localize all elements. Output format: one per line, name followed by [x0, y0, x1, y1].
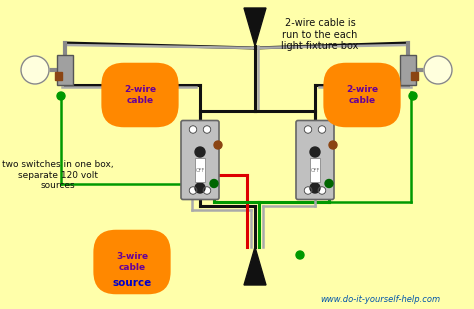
Bar	[57, 55, 73, 85]
Text: 2-wire
cable: 2-wire cable	[124, 85, 156, 105]
Circle shape	[195, 147, 205, 157]
Circle shape	[210, 180, 218, 188]
Text: OFF: OFF	[195, 167, 205, 172]
FancyBboxPatch shape	[181, 121, 219, 200]
Circle shape	[310, 183, 320, 193]
Text: 2-wire cable is
run to the each
light fixture box: 2-wire cable is run to the each light fi…	[281, 18, 359, 51]
Circle shape	[203, 187, 211, 194]
Circle shape	[195, 183, 205, 193]
Circle shape	[325, 180, 333, 188]
Circle shape	[318, 126, 326, 133]
Circle shape	[310, 147, 320, 157]
Circle shape	[214, 141, 222, 149]
Polygon shape	[244, 8, 266, 46]
Circle shape	[296, 251, 304, 259]
Circle shape	[409, 92, 417, 100]
Circle shape	[21, 56, 49, 84]
Polygon shape	[244, 247, 266, 285]
Bar	[195, 158, 205, 182]
Circle shape	[304, 126, 312, 133]
Bar	[55, 72, 62, 80]
Bar	[411, 72, 418, 80]
Circle shape	[203, 126, 211, 133]
FancyBboxPatch shape	[296, 121, 334, 200]
Bar	[400, 55, 416, 85]
Text: source: source	[112, 278, 152, 288]
Circle shape	[189, 187, 197, 194]
Circle shape	[318, 187, 326, 194]
Circle shape	[304, 187, 312, 194]
Text: OFF: OFF	[310, 167, 319, 172]
Circle shape	[57, 92, 65, 100]
Circle shape	[189, 126, 197, 133]
Text: www.do-it-yourself-help.com: www.do-it-yourself-help.com	[320, 295, 440, 304]
Circle shape	[329, 141, 337, 149]
Text: 3-wire
cable: 3-wire cable	[116, 252, 148, 272]
Bar	[310, 158, 320, 182]
Text: two switches in one box,
separate 120 volt
sources: two switches in one box, separate 120 vo…	[2, 160, 114, 190]
Circle shape	[424, 56, 452, 84]
Text: 2-wire
cable: 2-wire cable	[346, 85, 378, 105]
